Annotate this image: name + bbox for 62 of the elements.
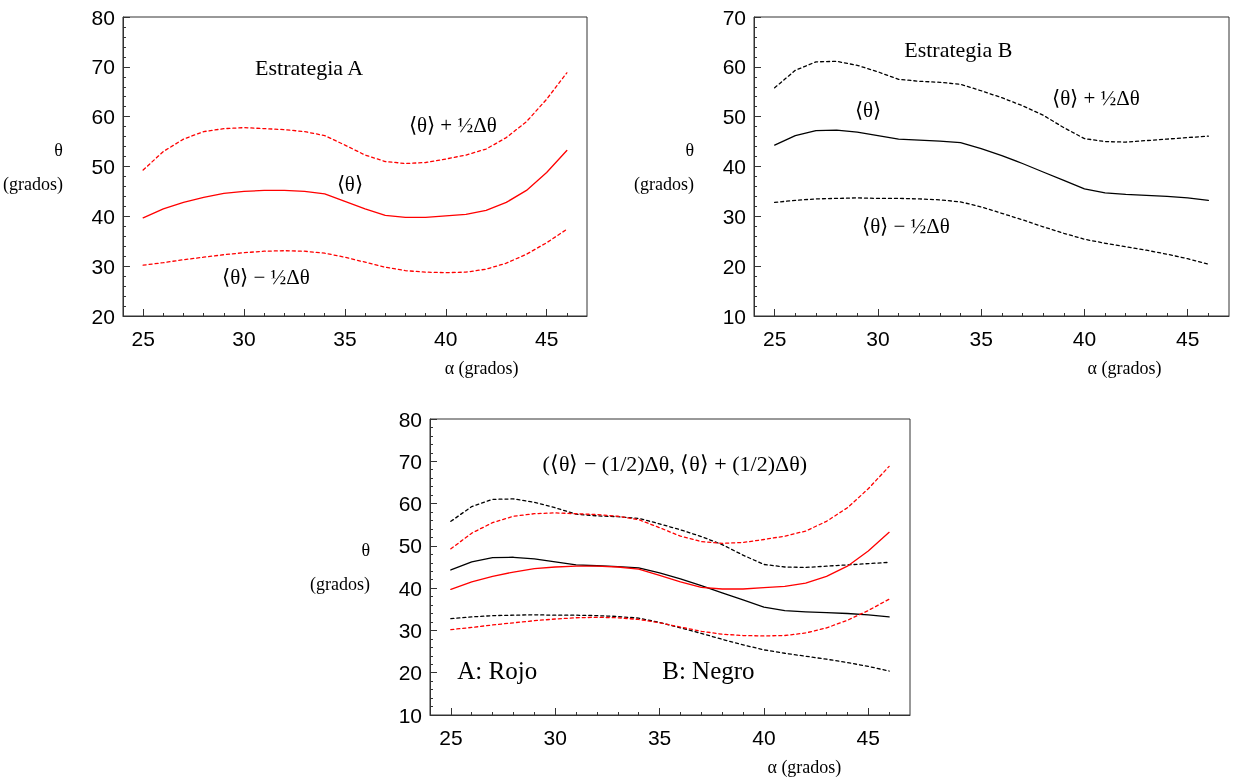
y-tick-label: 50 bbox=[398, 534, 422, 558]
x-tick-label: 35 bbox=[647, 726, 672, 749]
y-tick-label: 30 bbox=[91, 254, 115, 278]
text: (⟨θ⟩ − (1/2)Δθ, ⟨θ⟩ + (1/2)Δθ) bbox=[542, 450, 808, 476]
annotation: A: Rojo bbox=[457, 657, 538, 685]
x-tick-label: 25 bbox=[762, 327, 787, 350]
y-tick-label: 40 bbox=[722, 155, 746, 178]
y-tick-label: 10 bbox=[398, 703, 422, 727]
x-tick-label: 40 bbox=[434, 327, 458, 350]
y-axis-title: θ (grados) bbox=[2, 139, 63, 195]
annotation: ⟨θ⟩ − ½Δθ bbox=[862, 214, 950, 239]
x-tick-label: 35 bbox=[333, 327, 357, 350]
x-tick-label: 30 bbox=[232, 327, 256, 350]
annotation: ⟨θ⟩ + ½Δθ bbox=[1052, 85, 1140, 110]
x-tick-label: 25 bbox=[439, 726, 463, 749]
annotation: ⟨θ⟩ bbox=[854, 97, 882, 122]
line-series bbox=[142, 149, 568, 219]
y-axis-title: θ (grados) bbox=[310, 540, 370, 595]
x-tick-label: 40 bbox=[752, 726, 776, 749]
line-series bbox=[450, 598, 890, 637]
y-tick-label: 70 bbox=[722, 5, 746, 29]
line-series bbox=[774, 60, 1209, 143]
x-tick-label: 45 bbox=[1176, 327, 1200, 350]
x-tick-label: 45 bbox=[856, 726, 880, 749]
y-tick-label: 70 bbox=[398, 449, 422, 473]
y-tick-label: 40 bbox=[91, 204, 115, 228]
annotation: B: Negro bbox=[662, 657, 755, 685]
x-tick-label: 35 bbox=[969, 327, 993, 350]
x-tick-label: 45 bbox=[534, 327, 559, 350]
y-tick-label: 20 bbox=[722, 254, 746, 278]
y-tick-label: 20 bbox=[91, 304, 115, 328]
line-series bbox=[774, 129, 1209, 202]
y-tick-label: 80 bbox=[398, 407, 422, 431]
y-tick-label: 30 bbox=[722, 204, 746, 228]
annotation: ⟨θ⟩ − ½Δθ bbox=[222, 265, 310, 290]
y-tick-label: 20 bbox=[398, 661, 422, 685]
y-tick-label: 50 bbox=[91, 155, 115, 178]
y-tick-label: 10 bbox=[722, 304, 746, 328]
y-axis-title: θ (grados) bbox=[634, 139, 694, 195]
y-tick-label: 60 bbox=[398, 492, 422, 516]
text: Estrategia B bbox=[904, 37, 1013, 63]
text: Estrategia A bbox=[255, 55, 364, 81]
y-tick-label: 50 bbox=[722, 105, 746, 129]
line-series bbox=[450, 556, 890, 618]
line-series bbox=[450, 531, 890, 591]
y-tick-label: 60 bbox=[722, 55, 746, 79]
y-tick-label: 60 bbox=[91, 105, 115, 129]
x-tick-label: 30 bbox=[543, 726, 567, 749]
x-tick-label: 30 bbox=[866, 327, 890, 350]
line-series bbox=[774, 197, 1209, 265]
annotation: ⟨θ⟩ bbox=[336, 172, 363, 197]
y-tick-label: 70 bbox=[91, 55, 115, 79]
x-axis-title: α (grados) bbox=[1087, 358, 1162, 379]
x-tick-label: 40 bbox=[1072, 327, 1097, 350]
line-series bbox=[450, 498, 890, 569]
x-axis-title: α (grados) bbox=[767, 757, 842, 778]
y-tick-label: 30 bbox=[398, 618, 422, 642]
x-axis-title: α (grados) bbox=[444, 358, 519, 379]
x-tick-label: 25 bbox=[131, 327, 155, 350]
y-tick-label: 80 bbox=[91, 5, 115, 29]
y-tick-label: 40 bbox=[398, 576, 422, 600]
annotation: ⟨θ⟩ + ½Δθ bbox=[409, 112, 497, 137]
